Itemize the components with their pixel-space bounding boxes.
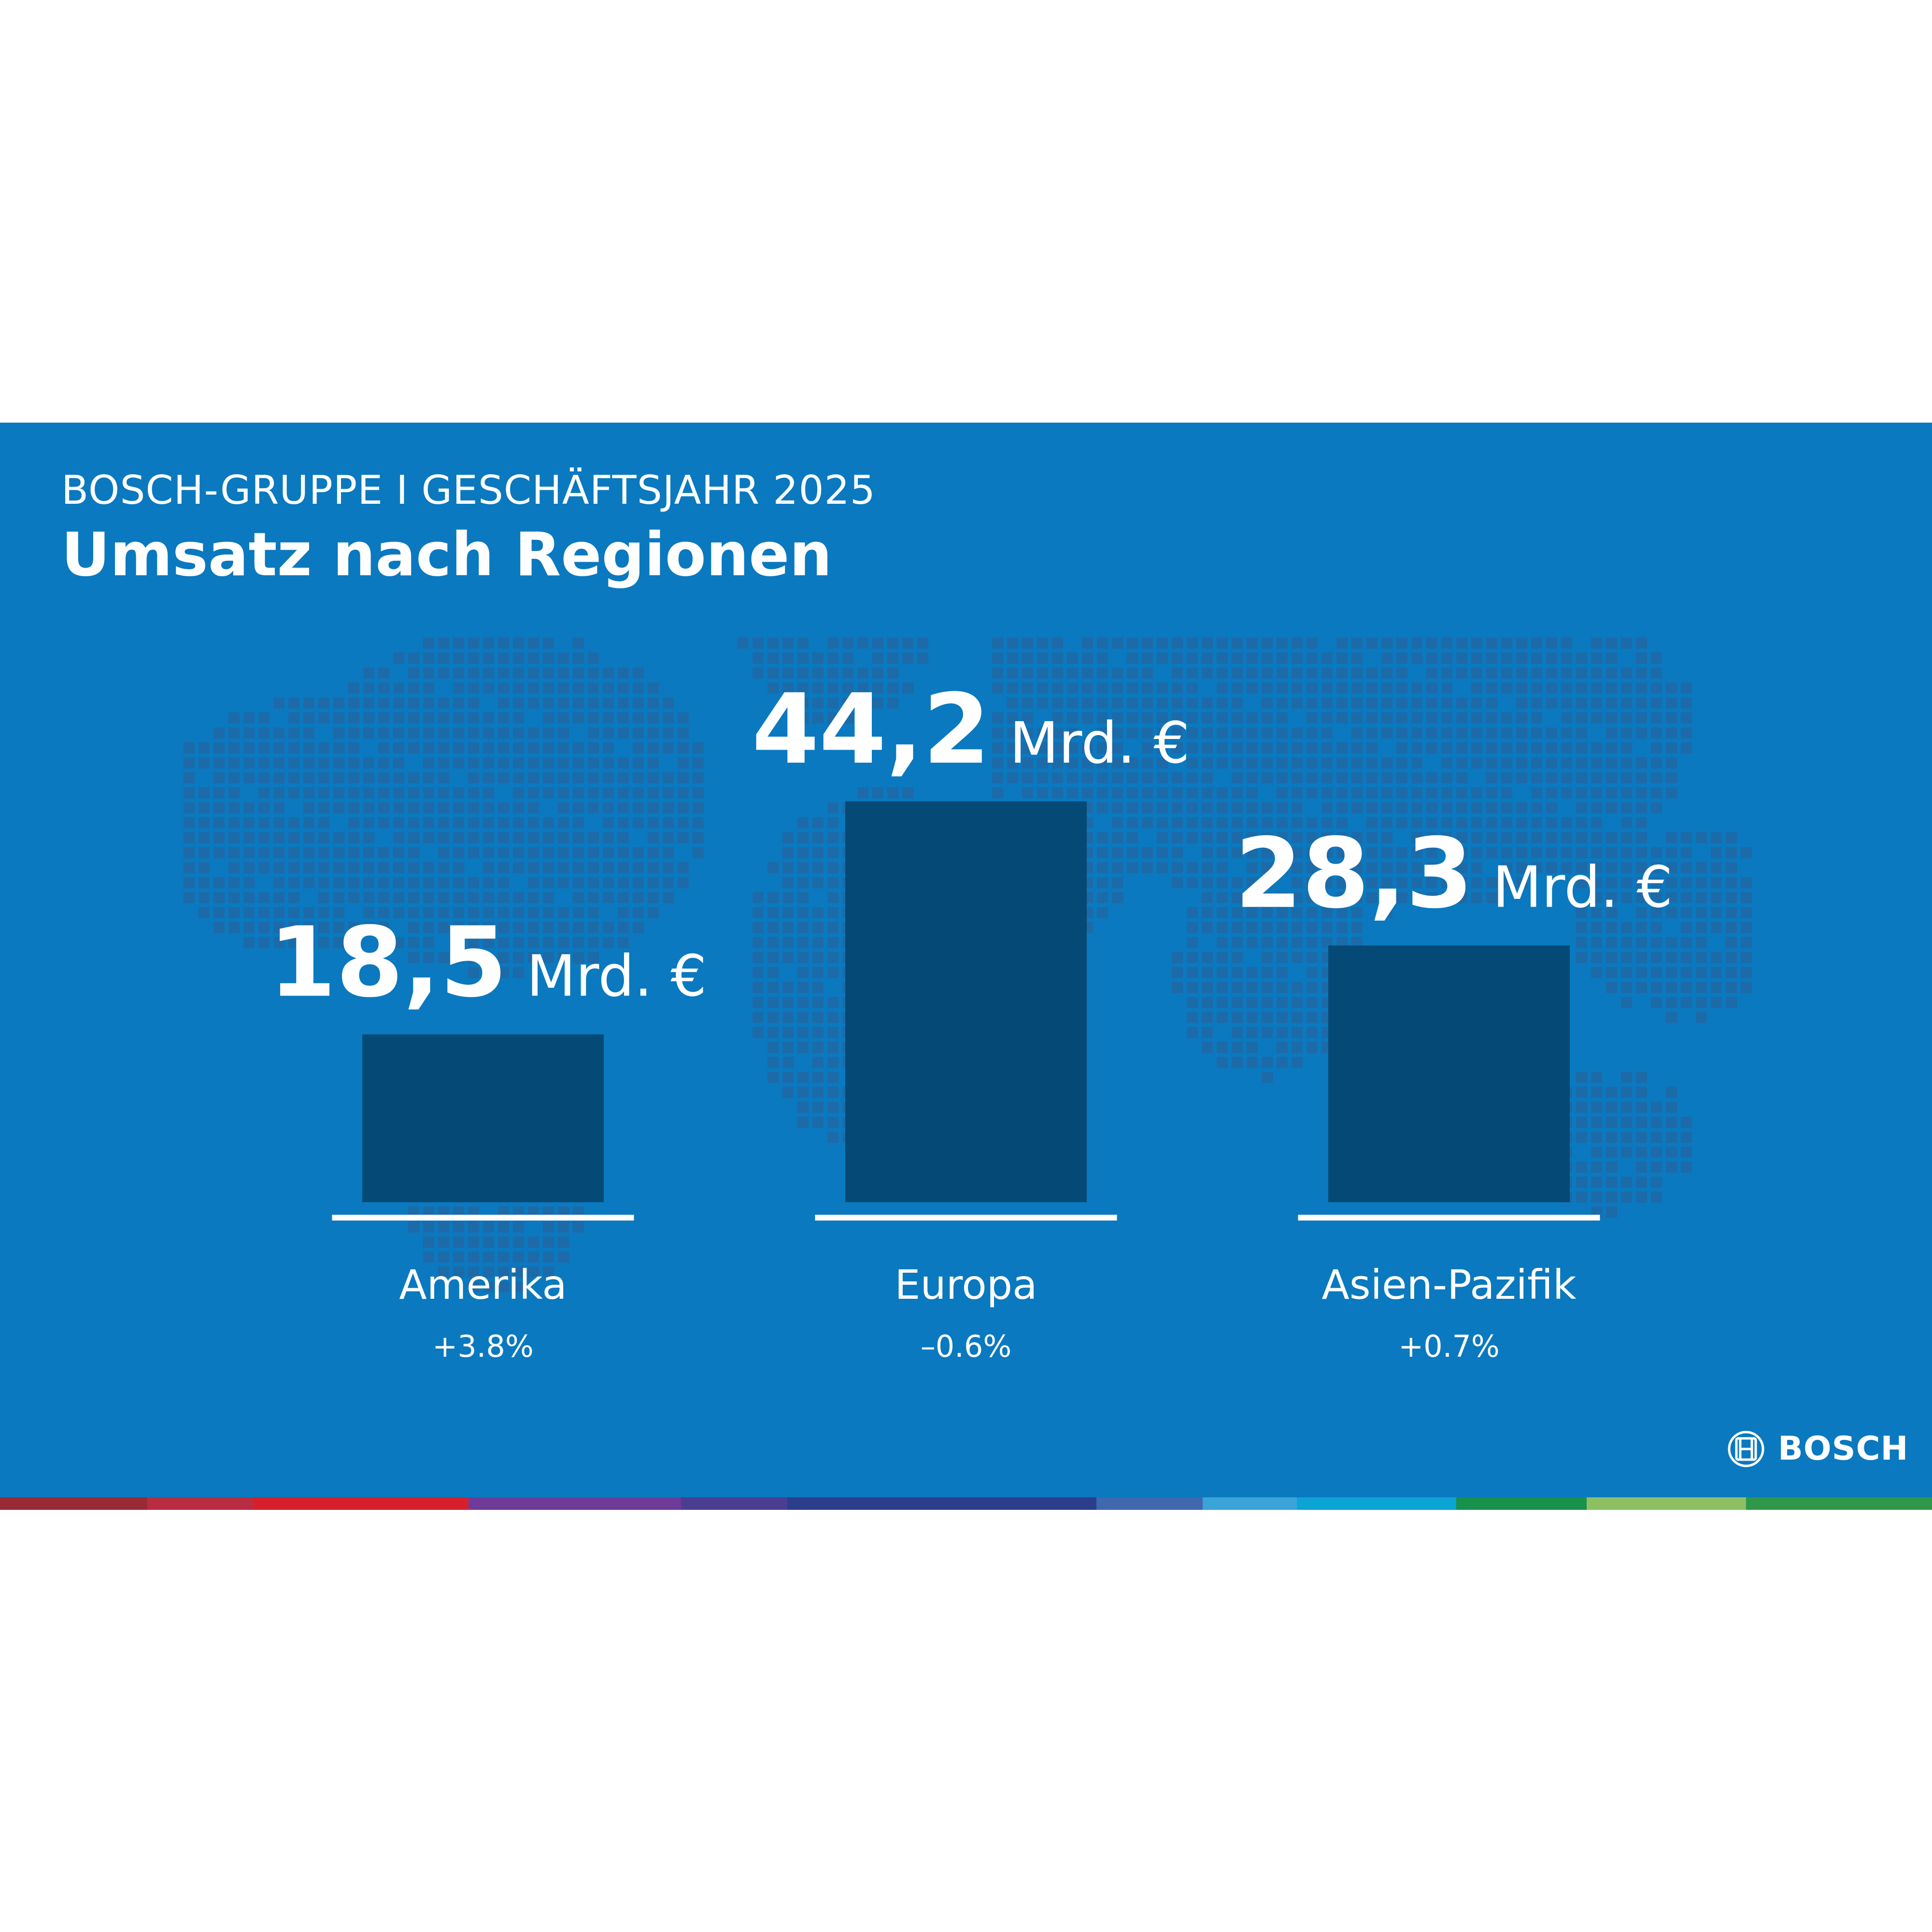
page-kicker: BOSCH-GRUPPE I GESCHÄFTSJAHR 2025 [61, 468, 876, 513]
category-label: Asien-Pazifik [1321, 1261, 1576, 1308]
stripe-segment [1746, 1497, 1932, 1510]
bar-value-unit: Mrd. € [526, 943, 707, 1009]
bar-value-label: 44,2 Mrd. € [752, 673, 1190, 786]
bar-asien-pazifik [1328, 945, 1570, 1202]
banner: BOSCH-GRUPPE I GESCHÄFTSJAHR 2025 Umsatz… [0, 423, 1932, 1497]
stripe-segment [0, 1497, 147, 1510]
stripe-segment [1456, 1497, 1587, 1510]
stripe-segment [254, 1497, 469, 1510]
brand-wordmark: BOSCH [1778, 1430, 1909, 1468]
page-title: Umsatz nach Regionen [61, 520, 832, 590]
bosch-armature-icon [1728, 1431, 1764, 1467]
bar-baseline [815, 1215, 1117, 1221]
bar-baseline [332, 1215, 634, 1221]
category-label: Amerika [399, 1261, 567, 1308]
change-label: –0.6% [921, 1329, 1012, 1364]
stripe-segment [681, 1497, 787, 1510]
stripe-segment [1096, 1497, 1203, 1510]
bar-baseline [1298, 1215, 1600, 1221]
bar-value-number: 18,5 [269, 907, 507, 1019]
category-label: Europa [895, 1261, 1037, 1308]
bar-value-number: 44,2 [752, 673, 990, 786]
brand-logo: BOSCH [1727, 1425, 1908, 1473]
change-label: +0.7% [1398, 1329, 1499, 1364]
change-label: +3.8% [432, 1329, 533, 1364]
stripe-segment [147, 1497, 254, 1510]
stripe-segment [1587, 1497, 1746, 1510]
bar-amerika [362, 1034, 604, 1202]
stripe-segment [787, 1497, 1096, 1510]
bar-value-label: 18,5 Mrd. € [269, 907, 707, 1019]
stripe-segment [469, 1497, 681, 1510]
bar-value-unit: Mrd. € [1492, 854, 1673, 921]
bar-value-number: 28,3 [1235, 818, 1473, 930]
bar-chart: 18,5 Mrd. € Amerika +3.8% 44,2 Mrd. € Europa –0… [269, 673, 1673, 1364]
bar-europa [845, 801, 1087, 1202]
bar-value-unit: Mrd. € [1009, 710, 1190, 776]
stripe-segment [1297, 1497, 1456, 1510]
bar-value-label: 28,3 Mrd. € [1235, 818, 1673, 930]
stripe-segment [1203, 1497, 1297, 1510]
color-stripe [0, 1497, 1932, 1510]
